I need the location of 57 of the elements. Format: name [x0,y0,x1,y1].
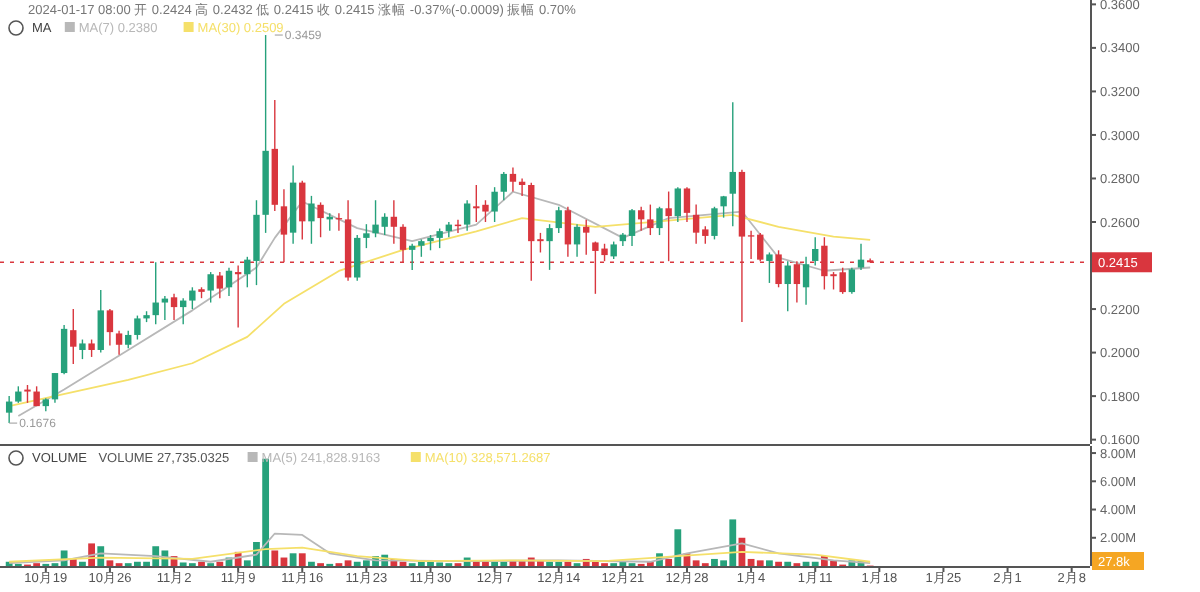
candlestick [106,308,114,347]
candlestick [189,286,196,310]
candlestick [463,199,471,232]
candlestick [97,289,104,354]
bar [665,558,673,566]
candlestick [225,267,233,297]
candlestick [134,314,141,341]
bar [766,560,773,566]
candlestick [51,372,59,404]
candlestick [170,293,178,321]
candlestick [70,308,77,365]
bar [674,529,682,566]
candlestick [308,195,315,245]
candlestick [500,171,507,201]
bar [106,560,114,566]
candlestick [555,206,562,234]
candlestick [784,260,791,312]
candlestick [766,251,773,284]
line-series [8,546,872,563]
candlestick [299,179,306,241]
candlestick [711,206,718,241]
candlestick [628,208,636,247]
candlestick [491,186,498,223]
candlestick [60,324,68,376]
candlestick [79,338,86,360]
bar [298,553,306,566]
candlestick [436,227,443,249]
bar [344,560,352,566]
candlestick [564,206,572,258]
candlestick [408,243,416,271]
candlestick [656,206,663,236]
candlestick [216,271,224,299]
bar [271,550,279,566]
candlestick [647,203,654,236]
candlestick [115,330,123,356]
candlestick [573,223,581,258]
bar [289,553,297,566]
candlestick [812,236,819,267]
candlestick [363,223,370,249]
candlestick [354,234,361,282]
bar [756,560,764,566]
candlestick [390,199,398,245]
candlestick [509,166,517,193]
candlestick [317,201,324,238]
candlestick [802,256,810,306]
candlestick [583,219,590,256]
candlestick [161,295,169,321]
candlestick [729,101,736,228]
candlestick [546,223,553,271]
candlestick [207,271,214,304]
candlestick [665,190,672,262]
candlestick [637,206,645,232]
candlestick [692,203,700,245]
candlestick [674,186,682,223]
candlestick [848,267,856,295]
candlestick [5,395,13,424]
candlestick [683,186,691,223]
